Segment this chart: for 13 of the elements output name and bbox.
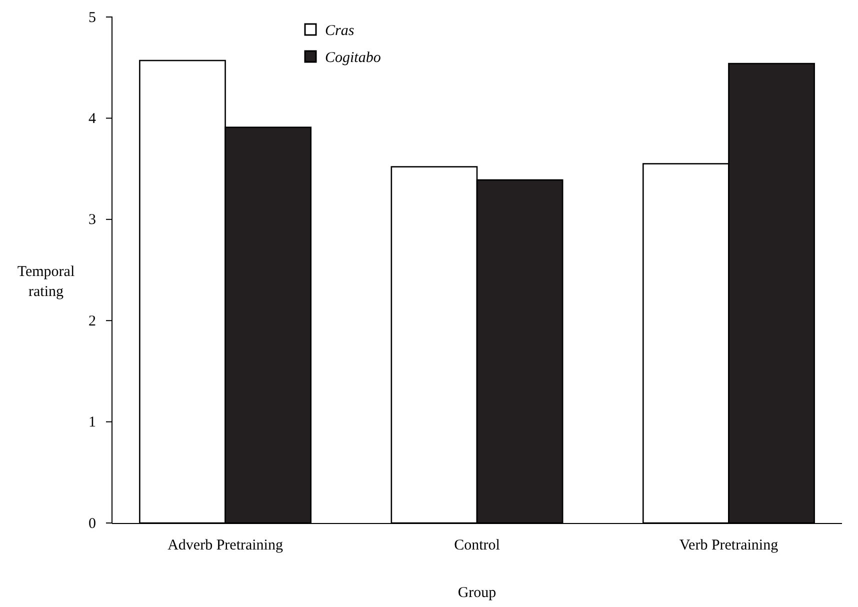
x-tick-label: Adverb Pretraining: [168, 538, 284, 554]
y-tick-label: 3: [88, 212, 96, 228]
y-axis-title: Temporal rating: [17, 264, 75, 300]
x-tick-label: Control: [454, 538, 500, 554]
x-tick-label: Verb Pretraining: [679, 538, 779, 554]
y-tick-label: 2: [88, 313, 96, 330]
y-tick-label: 1: [88, 414, 96, 431]
legend-label: Cogitabo: [325, 50, 382, 66]
y-tick-label: 0: [88, 516, 96, 532]
legend-label: Cras: [325, 23, 354, 39]
x-axis-title: Group: [458, 585, 496, 601]
y-tick-label: 4: [88, 111, 96, 127]
y-tick-label: 5: [88, 10, 96, 26]
